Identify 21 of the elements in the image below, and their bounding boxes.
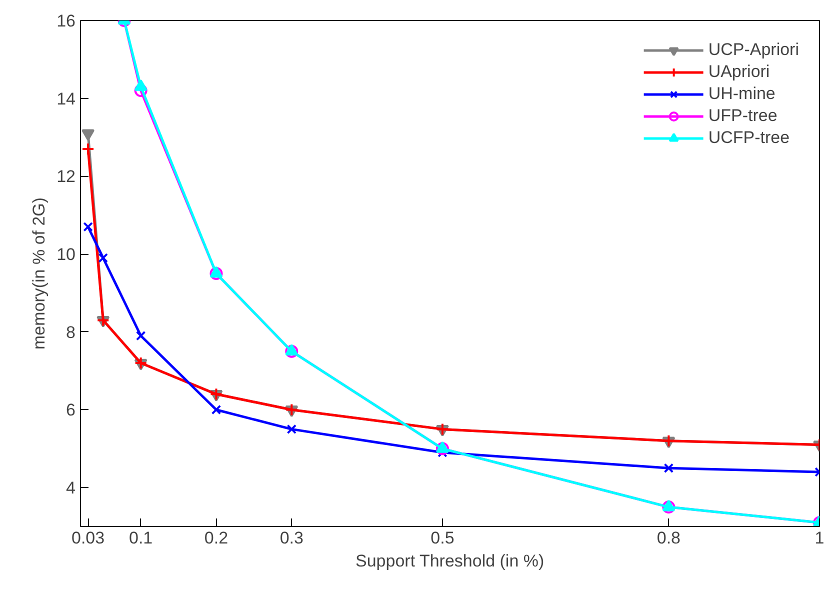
y-tick-label: 8 (66, 322, 76, 342)
y-tick-label: 10 (56, 245, 76, 264)
legend-label: UH-mine (708, 84, 776, 104)
y-tick-label: 6 (66, 400, 76, 420)
x-tick-label: 0.5 (430, 528, 454, 548)
y-tick-label: 4 (66, 478, 76, 498)
y-tick-label: 16 (56, 12, 76, 30)
y-tick-label: 14 (56, 89, 76, 108)
x-tick-label: 0.03 (71, 528, 105, 548)
legend-label: UFP-tree (708, 106, 778, 126)
x-tick-label: 1 (814, 528, 824, 548)
y-tick-label: 12 (56, 167, 76, 186)
x-tick-label: 0.1 (129, 528, 153, 548)
x-tick-label: 0.2 (204, 528, 228, 548)
x-tick-label: 0.3 (280, 528, 304, 548)
x-axis-title: Support Threshold (in %) (356, 552, 544, 570)
legend-label: UCP-Apriori (708, 40, 799, 60)
legend-label: UApriori (708, 62, 770, 82)
y-axis-title: memory(in % of 2G) (30, 197, 49, 350)
x-tick-label: 0.8 (656, 528, 681, 548)
legend-label: UCFP-tree (708, 128, 790, 148)
